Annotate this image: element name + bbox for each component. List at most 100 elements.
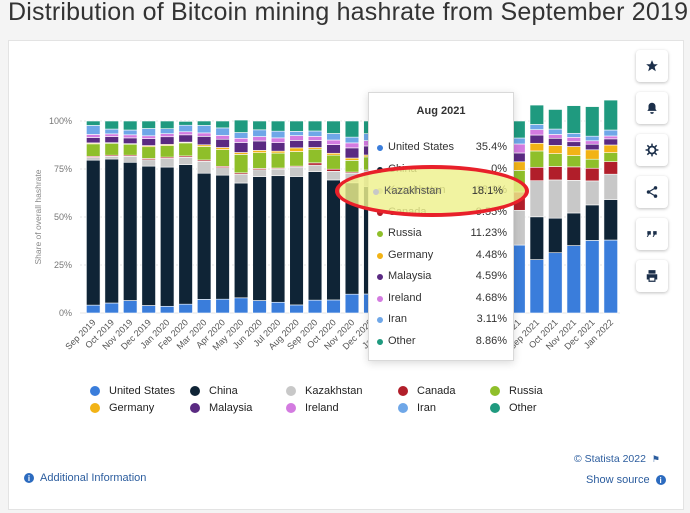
bar-segment-other[interactable] — [141, 120, 156, 129]
bar-segment-ireland[interactable] — [178, 131, 193, 136]
alert-button[interactable] — [636, 92, 668, 124]
additional-information-link[interactable]: i Additional Information — [24, 472, 146, 484]
bar-segment-canada[interactable] — [566, 166, 581, 181]
bar-segment-ireland[interactable] — [233, 137, 249, 143]
bar-segment-other[interactable] — [603, 99, 618, 131]
bar-segment-malaysia[interactable] — [123, 137, 138, 144]
bar-segment-ireland[interactable] — [196, 132, 212, 137]
bar-segment-iran[interactable] — [566, 132, 581, 138]
bar-segment-united-states[interactable] — [566, 245, 581, 314]
bar-segment-ireland[interactable] — [252, 136, 267, 142]
bar-segment-iran[interactable] — [123, 129, 138, 136]
bar-segment-iran[interactable] — [548, 128, 563, 135]
legend-item[interactable]: Iran — [398, 402, 436, 414]
bar-segment-united-states[interactable] — [104, 302, 119, 314]
bar-segment-united-states[interactable] — [289, 304, 304, 314]
bar-segment-iran[interactable] — [215, 127, 230, 136]
bar-segment-iran[interactable] — [344, 136, 360, 144]
bar-segment-canada[interactable] — [585, 167, 600, 182]
bar-segment-united-states[interactable] — [326, 299, 341, 314]
bar-segment-kazakhstan[interactable] — [104, 156, 119, 160]
bar-segment-kazakhstan[interactable] — [123, 156, 138, 163]
bar-segment-kazakhstan[interactable] — [270, 168, 286, 177]
bar-segment-united-states[interactable] — [529, 259, 544, 314]
bar-segment-china[interactable] — [104, 158, 119, 304]
bar-segment-iran[interactable] — [160, 128, 175, 134]
share-button[interactable] — [636, 176, 668, 208]
bar-segment-other[interactable] — [326, 120, 341, 134]
bar-segment-ireland[interactable] — [344, 142, 360, 149]
bar-segment-russia[interactable] — [123, 143, 138, 156]
bar-segment-united-states[interactable] — [603, 239, 618, 314]
bar-segment-malaysia[interactable] — [196, 136, 212, 146]
bar-segment-russia[interactable] — [603, 152, 618, 163]
bar-segment-united-states[interactable] — [233, 297, 249, 314]
bar-segment-malaysia[interactable] — [344, 147, 360, 159]
bar-segment-malaysia[interactable] — [141, 138, 156, 146]
legend-item[interactable]: United States — [90, 385, 175, 397]
bar-segment-other[interactable] — [270, 120, 286, 132]
bar-segment-germany[interactable] — [603, 144, 618, 153]
bar-segment-russia[interactable] — [215, 149, 230, 167]
bar-segment-china[interactable] — [270, 175, 286, 303]
bar-segment-united-states[interactable] — [344, 293, 360, 314]
legend-item[interactable]: Other — [490, 402, 537, 414]
bar-segment-germany[interactable] — [344, 157, 360, 161]
bar-segment-russia[interactable] — [270, 152, 286, 169]
bar-segment-china[interactable] — [585, 204, 600, 241]
legend-item[interactable]: Ireland — [286, 402, 339, 414]
bar-segment-united-states[interactable] — [270, 301, 286, 314]
bar-segment-ireland[interactable] — [566, 137, 581, 143]
bar-segment-russia[interactable] — [344, 160, 360, 173]
bar-segment-malaysia[interactable] — [326, 144, 341, 154]
bar-segment-russia[interactable] — [529, 150, 544, 168]
bar-segment-russia[interactable] — [585, 158, 600, 169]
bar-segment-united-states[interactable] — [196, 299, 212, 314]
bar-segment-other[interactable] — [548, 109, 563, 130]
bar-segment-other[interactable] — [585, 106, 600, 137]
bar-segment-malaysia[interactable] — [86, 137, 101, 144]
show-source-link[interactable]: Show source i — [586, 474, 666, 486]
print-button[interactable] — [636, 260, 668, 292]
bar-segment-canada[interactable] — [548, 166, 563, 181]
copyright[interactable]: © Statista 2022 ⚑ — [574, 453, 660, 465]
bar-segment-iran[interactable] — [529, 124, 544, 130]
bar-segment-china[interactable] — [215, 174, 230, 300]
bar-segment-other[interactable] — [289, 120, 304, 132]
bar-segment-other[interactable] — [566, 105, 581, 134]
bar-segment-russia[interactable] — [548, 153, 563, 167]
bar-segment-china[interactable] — [123, 161, 138, 301]
bar-segment-iran[interactable] — [252, 129, 267, 137]
bar-segment-russia[interactable] — [233, 154, 249, 174]
bar-segment-malaysia[interactable] — [548, 137, 563, 146]
bar-segment-russia[interactable] — [178, 142, 193, 157]
bar-segment-russia[interactable] — [196, 146, 212, 161]
cite-button[interactable] — [636, 218, 668, 250]
bar-segment-kazakhstan[interactable] — [326, 171, 341, 181]
bar-segment-united-states[interactable] — [252, 300, 267, 314]
bar-segment-russia[interactable] — [289, 151, 304, 167]
legend-item[interactable]: Russia — [490, 385, 543, 397]
bar-segment-kazakhstan[interactable] — [86, 157, 101, 161]
bar-segment-other[interactable] — [196, 120, 212, 126]
bar-segment-other[interactable] — [160, 120, 175, 129]
bar-segment-malaysia[interactable] — [104, 136, 119, 143]
bar-segment-malaysia[interactable] — [529, 134, 544, 144]
legend-item[interactable]: Kazakhstan — [286, 385, 362, 397]
bar-segment-united-states[interactable] — [141, 305, 156, 314]
bar-segment-kazakhstan[interactable] — [585, 180, 600, 206]
bar-segment-china[interactable] — [289, 176, 304, 306]
bar-segment-iran[interactable] — [196, 125, 212, 134]
bar-segment-ireland[interactable] — [270, 137, 286, 143]
bar-segment-china[interactable] — [196, 172, 212, 300]
bar-segment-united-states[interactable] — [585, 240, 600, 314]
bar-segment-canada[interactable] — [603, 161, 618, 175]
bar-segment-kazakhstan[interactable] — [548, 179, 563, 219]
bar-segment-iran[interactable] — [178, 124, 193, 133]
bar-segment-malaysia[interactable] — [178, 134, 193, 143]
legend-item[interactable]: China — [190, 385, 238, 397]
bar-segment-kazakhstan[interactable] — [141, 159, 156, 167]
settings-button[interactable] — [636, 134, 668, 166]
bar-segment-china[interactable] — [252, 176, 267, 301]
bar-segment-germany[interactable] — [566, 146, 581, 156]
